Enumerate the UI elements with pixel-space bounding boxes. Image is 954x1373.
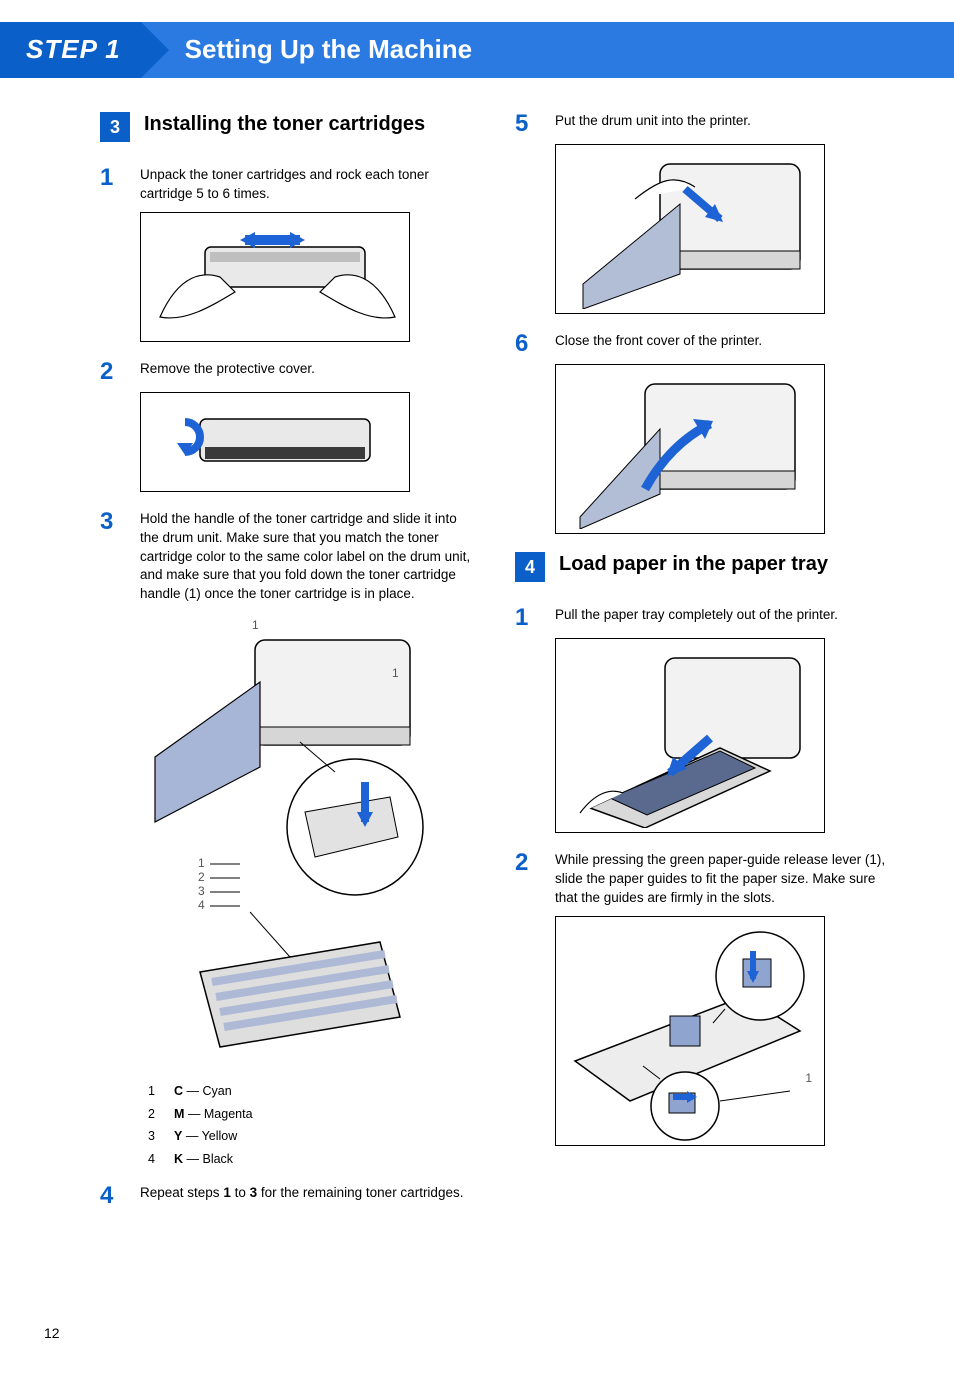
step-text: Hold the handle of the toner cartridge a… bbox=[140, 510, 477, 604]
callout-1b: 1 bbox=[392, 666, 399, 680]
step-3: 3 Hold the handle of the toner cartridge… bbox=[100, 510, 477, 604]
step-text: While pressing the green paper-guide rel… bbox=[555, 851, 892, 908]
step-text: Unpack the toner cartridges and rock eac… bbox=[140, 166, 477, 204]
callout-1a: 1 bbox=[252, 618, 259, 632]
callout-slot-3: 3 bbox=[198, 884, 205, 898]
step-2: 2 Remove the protective cover. bbox=[100, 360, 477, 384]
page-number: 12 bbox=[44, 1325, 60, 1341]
section-head-3: 3 Installing the toner cartridges bbox=[100, 112, 477, 142]
step-number: 4 bbox=[100, 1184, 124, 1208]
step-text: Close the front cover of the printer. bbox=[555, 332, 892, 356]
step-6: 6 Close the front cover of the printer. bbox=[515, 332, 892, 356]
figure-close-cover bbox=[555, 364, 892, 534]
section-number-box: 4 bbox=[515, 552, 545, 582]
legend-row: 4 K — Black bbox=[148, 1148, 477, 1171]
legend-row: 2 M — Magenta bbox=[148, 1103, 477, 1126]
banner-title: Setting Up the Machine bbox=[141, 22, 954, 78]
legend-entry: K — Black bbox=[174, 1148, 233, 1171]
step-number: 1 bbox=[100, 166, 124, 204]
step-number: 2 bbox=[100, 360, 124, 384]
figure-insert-drum bbox=[555, 144, 892, 314]
right-column: 5 Put the drum unit into the printer. 6 … bbox=[515, 112, 892, 1216]
s4-step-2: 2 While pressing the green paper-guide r… bbox=[515, 851, 892, 908]
callout-slot-1: 1 bbox=[198, 856, 205, 870]
legend-index: 1 bbox=[148, 1080, 162, 1103]
section-title: Installing the toner cartridges bbox=[144, 112, 425, 137]
legend-entry: C — Cyan bbox=[174, 1080, 232, 1103]
figure-rock-cartridge bbox=[140, 212, 477, 342]
banner-step-label: STEP 1 bbox=[0, 22, 141, 78]
figure-pull-tray bbox=[555, 638, 892, 833]
legend-row: 1 C — Cyan bbox=[148, 1080, 477, 1103]
legend-index: 2 bbox=[148, 1103, 162, 1126]
step-number: 2 bbox=[515, 851, 539, 908]
callout-1: 1 bbox=[805, 1071, 812, 1085]
color-legend: 1 C — Cyan 2 M — Magenta 3 Y — Yellow 4 … bbox=[148, 1080, 477, 1170]
step-number: 5 bbox=[515, 112, 539, 136]
figure-paper-guides: 1 bbox=[555, 916, 892, 1146]
content-area: 3 Installing the toner cartridges 1 Unpa… bbox=[0, 78, 954, 1216]
step-1: 1 Unpack the toner cartridges and rock e… bbox=[100, 166, 477, 204]
banner: STEP 1 Setting Up the Machine bbox=[0, 22, 954, 78]
step-number: 3 bbox=[100, 510, 124, 604]
step-number: 6 bbox=[515, 332, 539, 356]
legend-entry: Y — Yellow bbox=[174, 1125, 237, 1148]
step-text: Repeat steps 1 to 3 for the remaining to… bbox=[140, 1184, 477, 1208]
step-number: 1 bbox=[515, 606, 539, 630]
step-4: 4 Repeat steps 1 to 3 for the remaining … bbox=[100, 1184, 477, 1208]
step-text: Put the drum unit into the printer. bbox=[555, 112, 892, 136]
step-5: 5 Put the drum unit into the printer. bbox=[515, 112, 892, 136]
legend-index: 4 bbox=[148, 1148, 162, 1171]
section-title: Load paper in the paper tray bbox=[559, 552, 828, 577]
legend-entry: M — Magenta bbox=[174, 1103, 253, 1126]
legend-index: 3 bbox=[148, 1125, 162, 1148]
section-number-box: 3 bbox=[100, 112, 130, 142]
figure-remove-cover bbox=[140, 392, 477, 492]
section-head-4: 4 Load paper in the paper tray bbox=[515, 552, 892, 582]
callout-slot-2: 2 bbox=[198, 870, 205, 884]
left-column: 3 Installing the toner cartridges 1 Unpa… bbox=[100, 112, 477, 1216]
step-text: Remove the protective cover. bbox=[140, 360, 477, 384]
figure-slide-into-drum: 1 1 1 2 3 4 bbox=[140, 612, 477, 1062]
legend-row: 3 Y — Yellow bbox=[148, 1125, 477, 1148]
step-text: Pull the paper tray completely out of th… bbox=[555, 606, 892, 630]
s4-step-1: 1 Pull the paper tray completely out of … bbox=[515, 606, 892, 630]
callout-slot-4: 4 bbox=[198, 898, 205, 912]
